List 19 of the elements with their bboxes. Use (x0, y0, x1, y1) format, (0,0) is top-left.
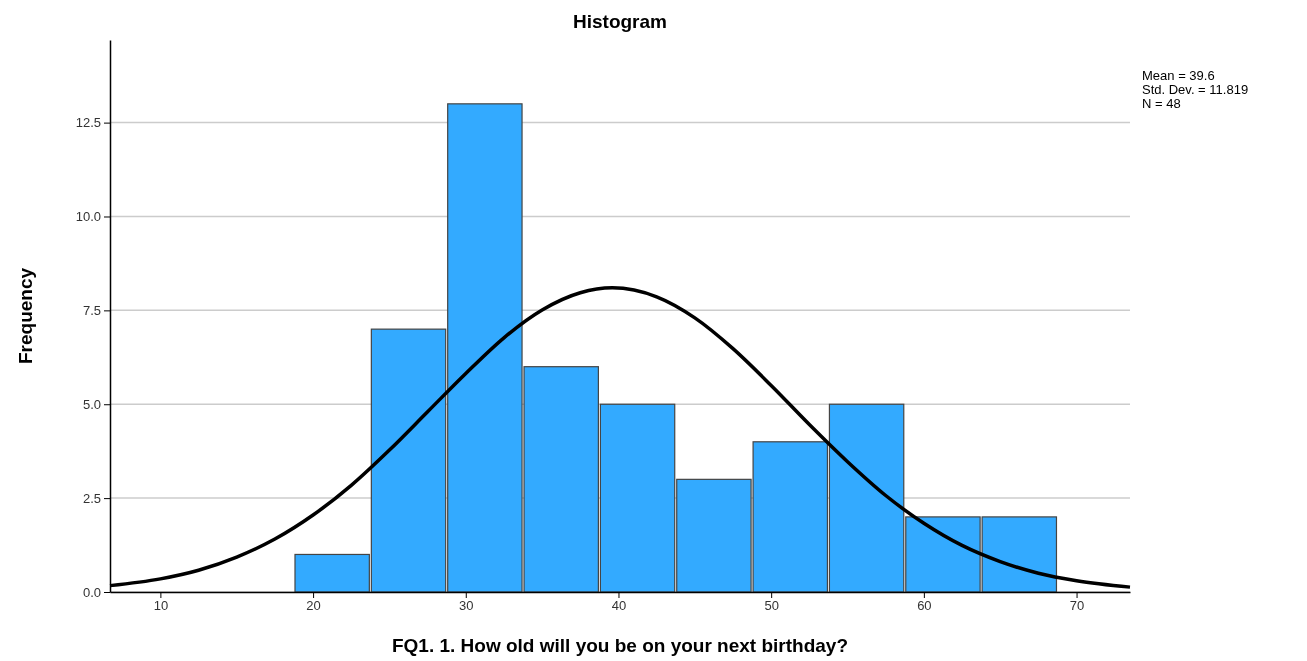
x-tick-label: 50 (764, 598, 779, 614)
y-tick-label: 10.0 (75, 209, 101, 225)
y-axis-title: Frequency (15, 267, 36, 365)
text: Std. Dev. = 11.819 (1142, 82, 1249, 97)
x-tick-label: 10 (153, 598, 169, 614)
text: N = 48 (1142, 96, 1181, 111)
x-axis-title: FQ1. 1. How old will you be on your next birthday? (391, 635, 849, 656)
x-tick-label: 60 (917, 598, 932, 614)
x-tick-label: 20 (306, 598, 321, 614)
y-tick-label: 0.0 (82, 584, 101, 600)
x-tick-label: 40 (611, 598, 627, 614)
y-tick-label: 5.0 (82, 396, 101, 412)
x-tick-label: 30 (459, 598, 474, 614)
chart-title: Histogram (573, 11, 667, 32)
x-tick-label: 70 (1069, 598, 1085, 614)
text: Mean = 39.6 (1142, 68, 1215, 83)
y-tick-label: 7.5 (82, 303, 101, 319)
y-tick-label: 2.5 (82, 490, 101, 506)
y-tick-label: 12.5 (75, 115, 101, 131)
